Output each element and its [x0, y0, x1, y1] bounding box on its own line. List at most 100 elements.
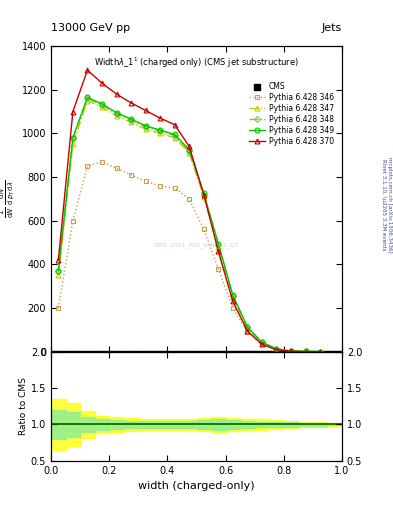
Pythia 6.428 346 [143, 178, 148, 184]
Pythia 6.428 349 [260, 339, 264, 346]
Pythia 6.428 349 [231, 292, 235, 298]
Pythia 6.428 370 [245, 328, 250, 334]
Pythia 6.428 347 [158, 131, 163, 137]
Pythia 6.428 346 [260, 341, 264, 347]
Pythia 6.428 346 [231, 305, 235, 311]
Pythia 6.428 348 [173, 133, 177, 139]
Pythia 6.428 347 [289, 348, 294, 354]
Text: Jets: Jets [321, 23, 342, 33]
Pythia 6.428 370 [274, 347, 279, 353]
Pythia 6.428 348 [158, 128, 163, 134]
Pythia 6.428 346 [187, 196, 192, 202]
Pythia 6.428 346 [158, 183, 163, 189]
Text: Rivet 3.1.10, \u2265 3.3M events: Rivet 3.1.10, \u2265 3.3M events [382, 159, 387, 250]
Pythia 6.428 370 [114, 91, 119, 97]
Pythia 6.428 348 [245, 324, 250, 330]
X-axis label: width (charged-only): width (charged-only) [138, 481, 255, 491]
Pythia 6.428 370 [202, 191, 206, 198]
Text: Width$\lambda\_1^1$ (charged only) (CMS jet substructure): Width$\lambda\_1^1$ (charged only) (CMS … [94, 55, 299, 70]
Pythia 6.428 349 [202, 190, 206, 197]
Pythia 6.428 348 [260, 339, 264, 346]
Pythia 6.428 370 [187, 143, 192, 150]
Pythia 6.428 347 [114, 113, 119, 119]
Pythia 6.428 347 [143, 126, 148, 132]
Pythia 6.428 349 [100, 101, 105, 107]
Pythia 6.428 346 [100, 159, 105, 165]
Pythia 6.428 349 [303, 348, 308, 354]
Pythia 6.428 349 [318, 349, 323, 355]
Pythia 6.428 349 [289, 348, 294, 354]
Pythia 6.428 346 [303, 348, 308, 354]
Pythia 6.428 347 [173, 135, 177, 141]
Pythia 6.428 347 [187, 150, 192, 156]
Pythia 6.428 370 [56, 257, 61, 263]
Pythia 6.428 347 [260, 340, 264, 346]
Pythia 6.428 347 [202, 194, 206, 200]
Pythia 6.428 348 [231, 293, 235, 299]
Pythia 6.428 349 [245, 324, 250, 330]
Pythia 6.428 370 [260, 342, 264, 348]
Pythia 6.428 346 [85, 163, 90, 169]
Pythia 6.428 370 [158, 115, 163, 121]
Pythia 6.428 346 [56, 305, 61, 311]
Text: 13000 GeV pp: 13000 GeV pp [51, 23, 130, 33]
Pythia 6.428 347 [56, 272, 61, 279]
Pythia 6.428 347 [303, 348, 308, 354]
Pythia 6.428 370 [85, 67, 90, 73]
Pythia 6.428 346 [173, 185, 177, 191]
Y-axis label: Ratio to CMS: Ratio to CMS [19, 377, 28, 435]
Pythia 6.428 349 [158, 127, 163, 133]
Pythia 6.428 346 [129, 172, 134, 178]
Pythia 6.428 348 [85, 95, 90, 101]
Pythia 6.428 347 [216, 244, 221, 250]
Pythia 6.428 349 [71, 135, 75, 141]
Pythia 6.428 348 [318, 349, 323, 355]
Pythia 6.428 346 [216, 266, 221, 272]
Pythia 6.428 348 [202, 191, 206, 198]
Pythia 6.428 370 [129, 100, 134, 106]
Pythia 6.428 370 [100, 80, 105, 86]
Pythia 6.428 347 [100, 104, 105, 110]
Pythia 6.428 349 [216, 241, 221, 247]
Pythia 6.428 347 [245, 325, 250, 331]
Pythia 6.428 347 [71, 141, 75, 147]
Pythia 6.428 346 [202, 226, 206, 232]
Pythia 6.428 348 [143, 124, 148, 130]
Pythia 6.428 348 [100, 102, 105, 108]
Pythia 6.428 349 [129, 116, 134, 122]
Line: Pythia 6.428 349: Pythia 6.428 349 [56, 95, 323, 354]
Pythia 6.428 370 [289, 348, 294, 354]
Pythia 6.428 348 [216, 242, 221, 248]
Pythia 6.428 370 [231, 298, 235, 305]
Pythia 6.428 370 [173, 121, 177, 127]
Pythia 6.428 370 [71, 109, 75, 115]
Line: Pythia 6.428 348: Pythia 6.428 348 [56, 96, 322, 354]
Pythia 6.428 349 [114, 110, 119, 116]
Pythia 6.428 348 [56, 268, 61, 274]
Pythia 6.428 348 [274, 346, 279, 352]
Pythia 6.428 349 [85, 94, 90, 100]
Pythia 6.428 346 [274, 347, 279, 353]
Pythia 6.428 370 [303, 349, 308, 355]
Pythia 6.428 347 [231, 294, 235, 300]
Pythia 6.428 346 [289, 348, 294, 354]
Pythia 6.428 347 [318, 349, 323, 355]
Pythia 6.428 346 [318, 349, 323, 355]
Pythia 6.428 370 [318, 349, 323, 355]
Pythia 6.428 349 [143, 123, 148, 129]
Y-axis label: $\frac{1}{\mathrm{d}N}$ $\frac{\mathrm{d}N}{\mathrm{d}\,p_T\,\mathrm{d}\lambda}$: $\frac{1}{\mathrm{d}N}$ $\frac{\mathrm{d… [0, 180, 17, 218]
Pythia 6.428 347 [129, 119, 134, 125]
Pythia 6.428 347 [274, 346, 279, 352]
Text: CMS_2021_PAS_SMP_21_07: CMS_2021_PAS_SMP_21_07 [154, 242, 239, 248]
Pythia 6.428 346 [71, 218, 75, 224]
Line: Pythia 6.428 370: Pythia 6.428 370 [56, 68, 323, 354]
Pythia 6.428 349 [187, 146, 192, 153]
Pythia 6.428 348 [289, 348, 294, 354]
Pythia 6.428 348 [71, 135, 75, 141]
Pythia 6.428 349 [274, 346, 279, 352]
Pythia 6.428 348 [129, 117, 134, 123]
Pythia 6.428 347 [85, 98, 90, 104]
Pythia 6.428 346 [245, 329, 250, 335]
Pythia 6.428 348 [187, 148, 192, 154]
Pythia 6.428 349 [173, 132, 177, 138]
